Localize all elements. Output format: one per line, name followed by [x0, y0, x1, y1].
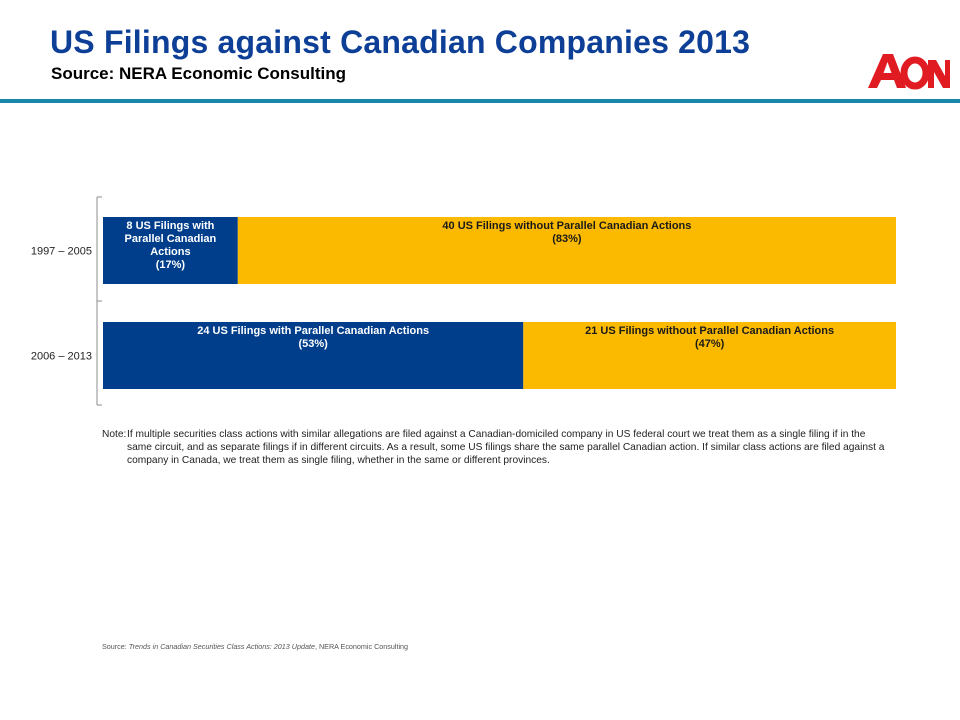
bar-label-line: 8 US Filings with [126, 220, 214, 232]
bar-label-line: (17%) [156, 259, 186, 271]
bar-label-line: Parallel Canadian [125, 233, 217, 245]
bar-label-line: 40 US Filings without Parallel Canadian … [442, 220, 691, 232]
source-prefix: Source: [102, 642, 129, 651]
source-suffix: , NERA Economic Consulting [314, 642, 409, 651]
bar-label-line: Actions [150, 246, 190, 258]
bar-s1-c0 [237, 217, 896, 284]
bar-label-s1-c0: 40 US Filings without Parallel Canadian … [442, 220, 691, 245]
slide-subtitle: Source: NERA Economic Consulting [51, 64, 347, 83]
note-label: Note: [102, 429, 127, 440]
bar-label-line: (47%) [695, 338, 725, 350]
bar-label-s0-c0: 8 US Filings with Parallel Canadian Action… [125, 220, 217, 271]
slide-title: US Filings against Canadian Companies 20… [50, 24, 751, 60]
bar-label-line: (83%) [552, 233, 582, 245]
bar-label-line: 24 US Filings with Parallel Canadian Act… [197, 325, 429, 337]
stacked-bar-chart: 1997 – 2005 8 US Filings with Parallel Can… [31, 196, 896, 406]
aon-logo-mark [868, 54, 950, 90]
bar-label-s1-c1: 21 US Filings without Parallel Canadian … [585, 325, 834, 350]
note-text: If multiple securities class actions wit… [127, 429, 885, 467]
header-rule [0, 99, 960, 103]
bar-label-line: (53%) [298, 338, 328, 350]
bar-s0-c0 [103, 217, 238, 284]
bar-s0-c1 [103, 322, 524, 389]
aon-logo [868, 54, 950, 90]
source-citation: Source: Trends in Canadian Securities Cl… [102, 642, 408, 651]
category-label-0: 1997 – 2005 [31, 246, 92, 258]
bar-label-s0-c1: 24 US Filings with Parallel Canadian Act… [197, 325, 429, 350]
bar-label-line: 21 US Filings without Parallel Canadian … [585, 325, 834, 337]
source-publication: Trends in Canadian Securities Class Acti… [128, 642, 315, 651]
bar-s1-c1 [523, 322, 896, 389]
category-label-1: 2006 – 2013 [31, 351, 92, 363]
